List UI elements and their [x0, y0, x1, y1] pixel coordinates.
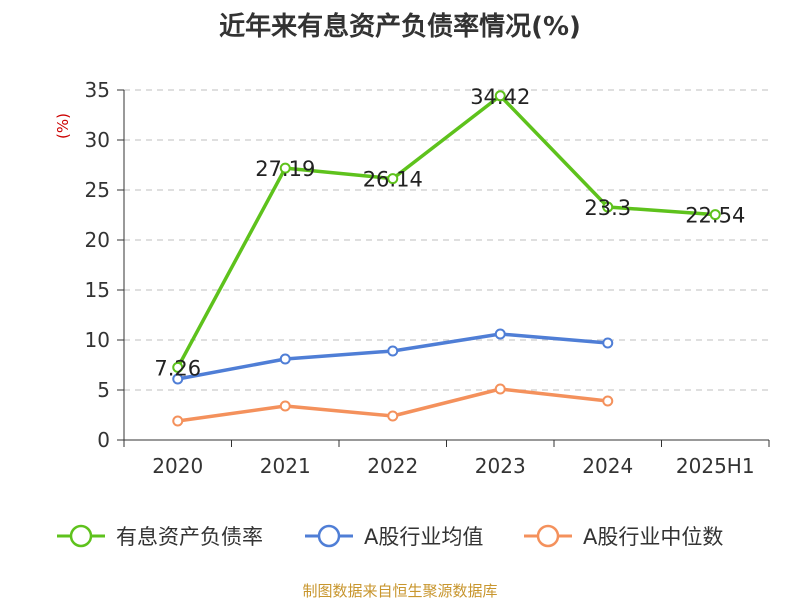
data-point	[172, 415, 184, 427]
y-tick-label: 0	[97, 428, 110, 452]
y-tick-label: 15	[85, 278, 110, 302]
data-point	[279, 400, 291, 412]
y-tick-label: 25	[85, 178, 110, 202]
data-label: 22.54	[685, 204, 745, 228]
source-note: 制图数据来自恒生聚源数据库	[302, 582, 497, 600]
data-label: 34.42	[470, 85, 530, 109]
chart-title: 近年来有息资产负债率情况(%)	[219, 11, 581, 42]
legend-marker-0	[69, 524, 93, 548]
y-axis-unit-label: (%)	[54, 113, 72, 139]
data-point	[387, 173, 399, 185]
x-tick-label: 2025H1	[676, 454, 755, 478]
grid-lines	[124, 89, 769, 391]
data-point	[602, 201, 614, 213]
legend-marker-2	[536, 524, 560, 548]
data-point	[709, 209, 721, 221]
data-point	[279, 353, 291, 365]
axes	[117, 89, 770, 447]
tick-labels: 0 5 10 15 20 25 30 35 2020 2021 2022 2023 2024 2025H1	[85, 78, 755, 478]
data-point	[602, 337, 614, 349]
data-point	[172, 373, 184, 385]
y-tick-label: 10	[85, 328, 110, 352]
legend-label-0: 有息资产负债率	[116, 525, 263, 549]
data-label: 26.14	[363, 168, 423, 192]
x-tick-label: 2020	[152, 454, 203, 478]
data-label: 7.26	[154, 356, 201, 380]
data-label: 23.3	[584, 196, 631, 220]
series-line-0	[176, 94, 716, 369]
data-point	[387, 345, 399, 357]
data-label: 27.19	[255, 157, 315, 181]
y-tick-label: 35	[85, 78, 110, 102]
x-tick-label: 2021	[260, 454, 311, 478]
data-labels: 7.26 27.19 26.14 34.42 23.3 22.54	[154, 85, 745, 381]
x-tick-label: 2022	[367, 454, 418, 478]
legend-label-2: A股行业中位数	[583, 525, 723, 549]
series-line-1	[177, 332, 608, 381]
legend-label-1: A股行业均值	[364, 525, 483, 549]
y-tick-label: 20	[85, 228, 110, 252]
series-lines	[172, 90, 721, 427]
data-point	[494, 328, 506, 340]
data-point	[279, 162, 291, 174]
x-tick-label: 2023	[475, 454, 526, 478]
data-point	[494, 90, 506, 102]
data-point	[387, 410, 399, 422]
legend-marker-1	[317, 524, 341, 548]
data-point	[494, 383, 506, 395]
x-tick-label: 2024	[582, 454, 633, 478]
data-point	[602, 395, 614, 407]
y-tick-label: 5	[97, 378, 110, 402]
legend: 有息资产负债率 A股行业均值 A股行业中位数	[57, 524, 723, 549]
y-tick-label: 30	[85, 128, 110, 152]
data-point	[172, 361, 184, 373]
